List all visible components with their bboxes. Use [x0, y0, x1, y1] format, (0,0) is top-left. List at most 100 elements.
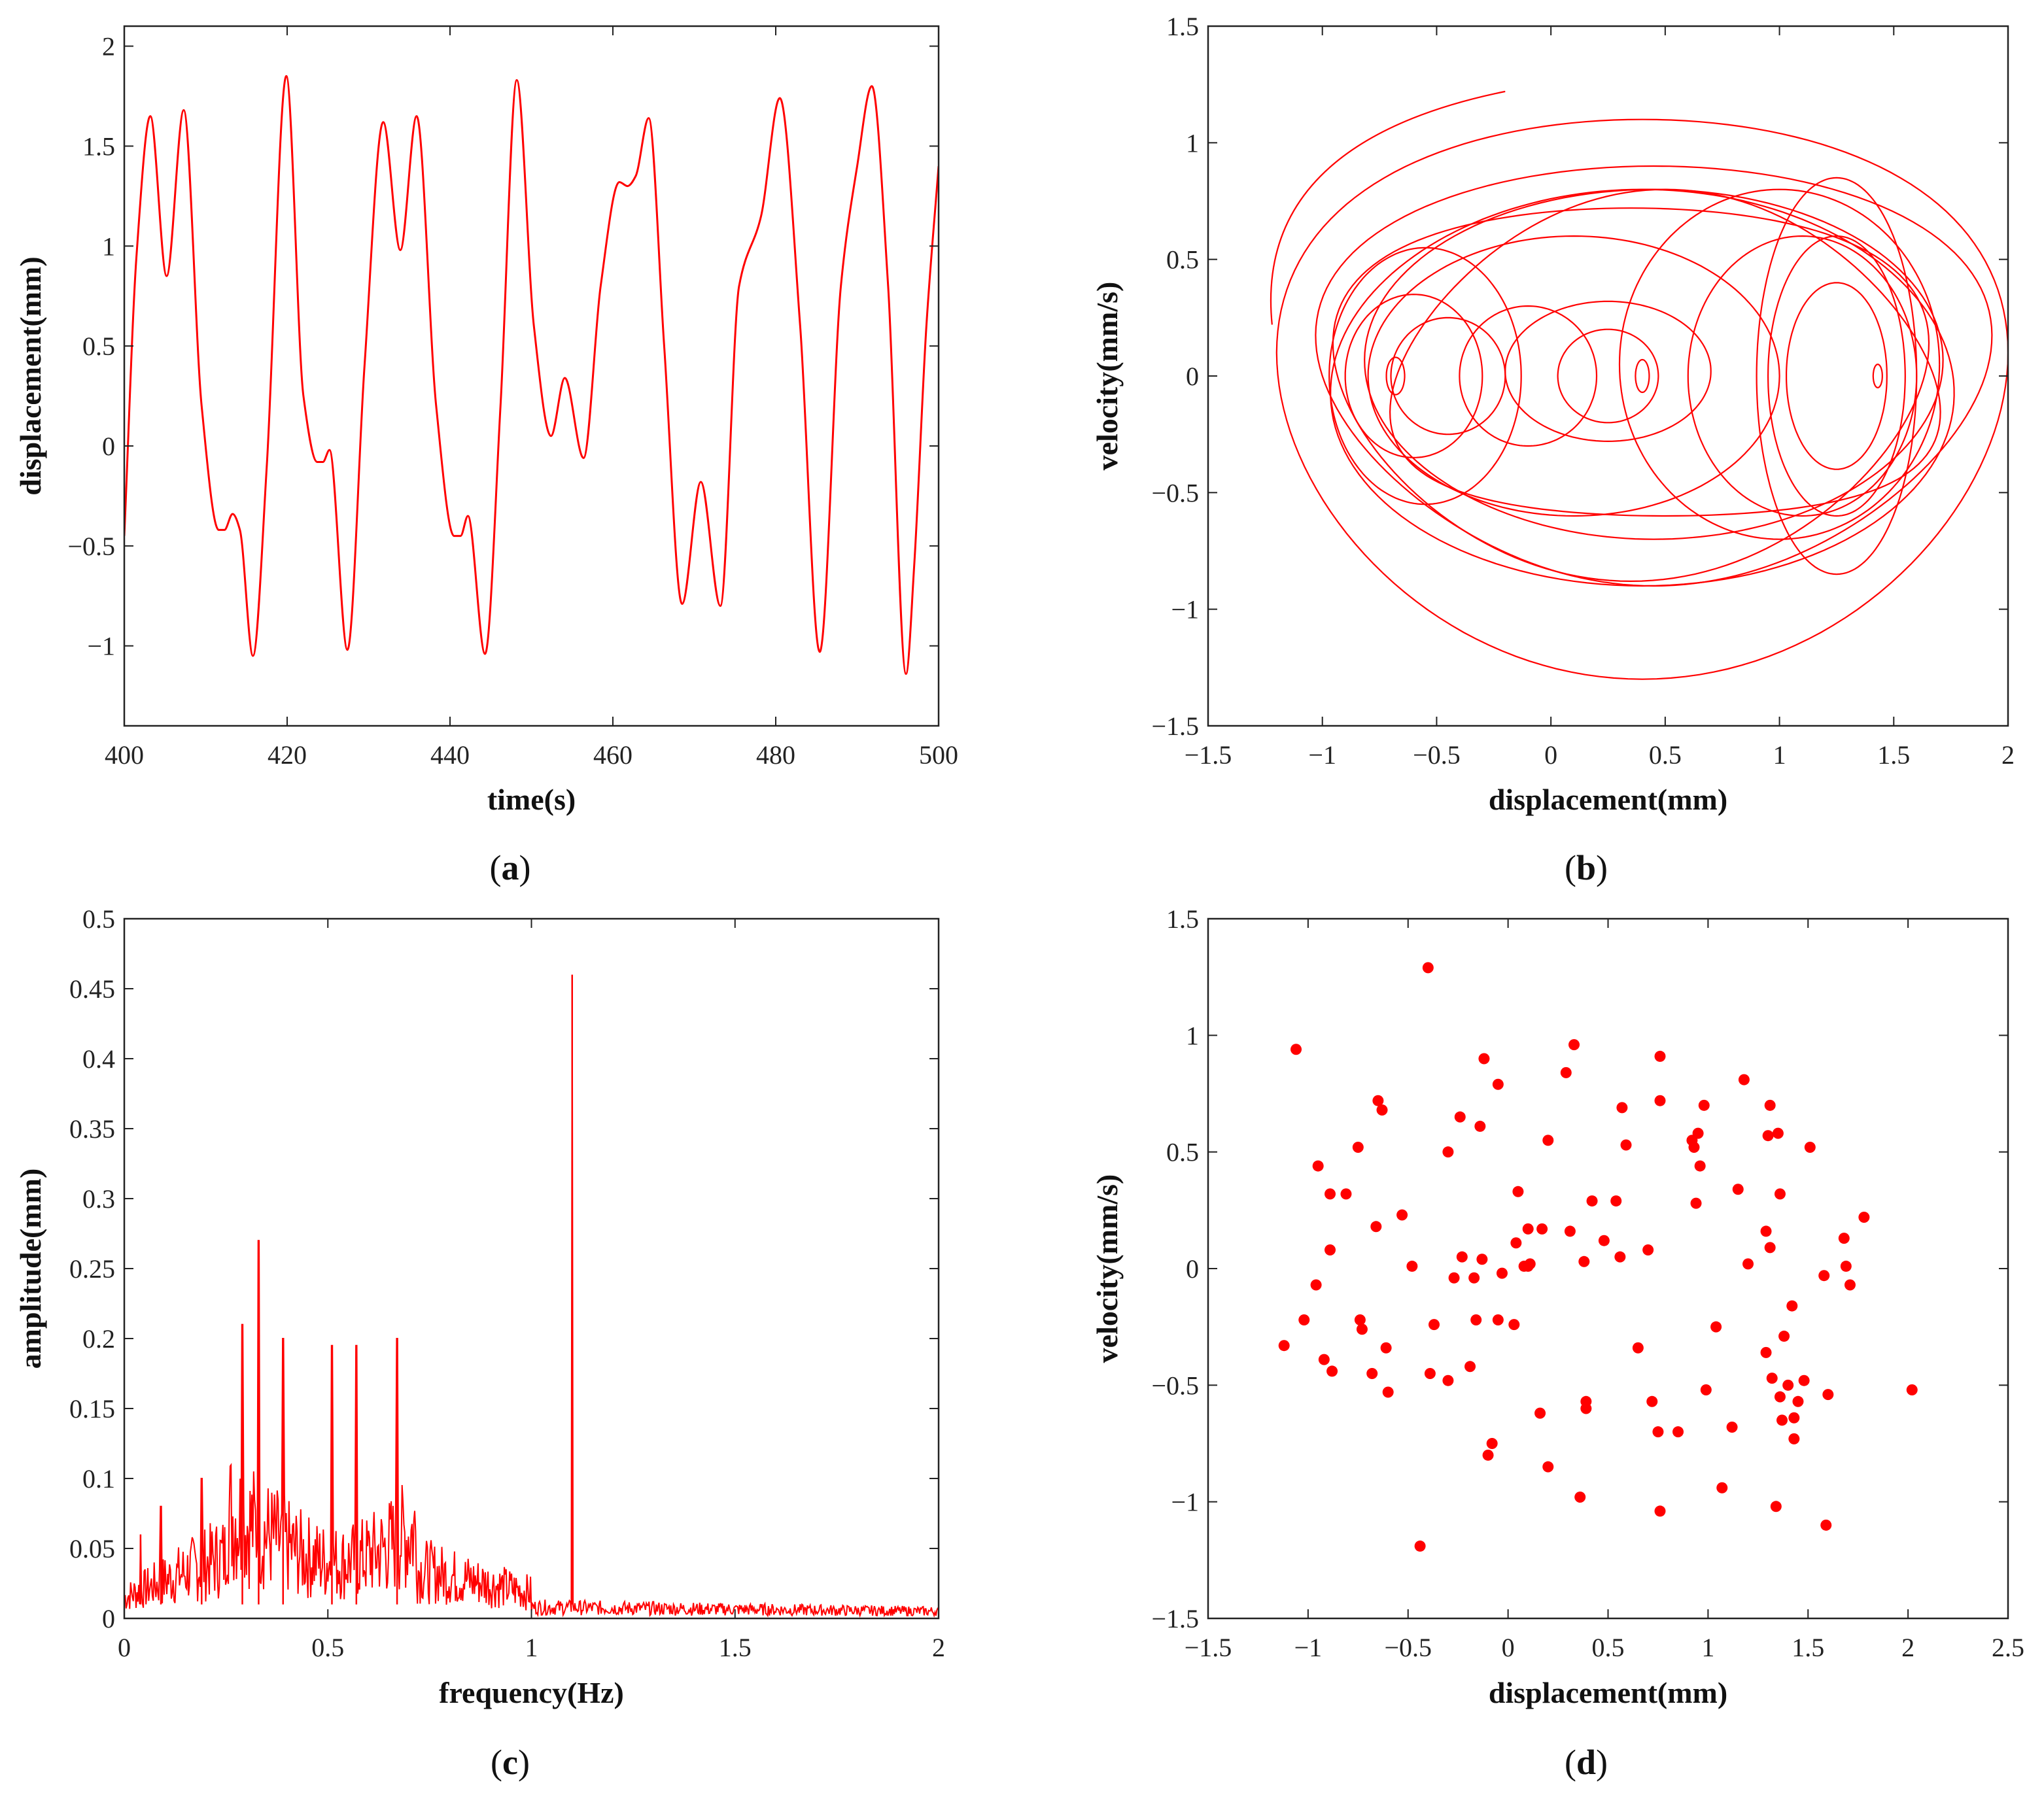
spectrum-series	[124, 974, 939, 1618]
poincare-point	[1654, 1050, 1666, 1062]
poincare-point	[1474, 1120, 1486, 1132]
poincare-point	[1560, 1067, 1572, 1078]
poincare-point	[1840, 1260, 1852, 1272]
y-tick-label: 0.05	[69, 1534, 115, 1563]
poincare-point	[1906, 1384, 1918, 1395]
x-tick-label: −0.5	[1384, 1633, 1432, 1662]
panel-b: −1.5 −1 −0.5 0 0.5 1 1.5 2 −1.5 −1 −0.5 0 0.5 1 1.5 dis…	[1090, 12, 2015, 887]
y-tick-label: 0.5	[82, 904, 115, 934]
poincare-point	[1764, 1242, 1776, 1254]
plot-frame	[1207, 25, 2009, 727]
paren-close: )	[1596, 848, 1608, 887]
x-axis-label: displacement(mm)	[1489, 783, 1727, 816]
poincare-point	[1496, 1267, 1508, 1279]
poincare-point	[1792, 1395, 1804, 1407]
paren-open: (	[1565, 1743, 1576, 1782]
x-tick-label: 1	[1701, 1633, 1714, 1662]
poincare-point	[1620, 1139, 1632, 1151]
x-tick-label: 2	[932, 1633, 945, 1662]
poincare-point	[1652, 1426, 1664, 1438]
poincare-point	[1564, 1225, 1576, 1237]
poincare-point	[1442, 1375, 1454, 1386]
y-tick-label: 0.5	[1166, 245, 1199, 275]
y-tick-label: 0	[1186, 362, 1199, 391]
x-tick-label: 1.5	[1792, 1633, 1824, 1662]
panel-letter: c	[502, 1743, 518, 1782]
y-tick-label: −1	[87, 632, 115, 661]
phase-orbit	[1557, 328, 1659, 424]
phase-orbit	[1687, 235, 1918, 517]
poincare-point	[1326, 1365, 1338, 1377]
plot-frame	[1207, 917, 2009, 1620]
poincare-point	[1325, 1244, 1336, 1255]
poincare-point	[1692, 1127, 1704, 1139]
phase-orbit	[1786, 282, 1888, 470]
poincare-point	[1512, 1186, 1524, 1197]
poincare-point	[1376, 1104, 1388, 1116]
panel-label: (a)	[490, 848, 531, 887]
poincare-point	[1428, 1319, 1440, 1331]
poincare-point	[1642, 1244, 1654, 1255]
poincare-point	[1352, 1142, 1364, 1153]
paren-open: (	[490, 848, 502, 887]
poincare-point	[1614, 1251, 1626, 1263]
poincare-point	[1578, 1255, 1590, 1267]
poincare-point	[1788, 1433, 1800, 1444]
phase-orbit	[1459, 305, 1598, 447]
poincare-point	[1818, 1270, 1830, 1282]
poincare-point	[1482, 1449, 1494, 1461]
y-tick-label: 1	[102, 231, 115, 261]
y-axis-label: displacement(mm)	[14, 256, 47, 495]
panel-label: (c)	[491, 1743, 530, 1782]
poincare-point	[1414, 1540, 1426, 1552]
y-tick-label: 1.5	[82, 131, 115, 161]
poincare-point	[1396, 1209, 1408, 1221]
poincare-point	[1690, 1197, 1702, 1209]
x-tick-label: 500	[919, 740, 958, 770]
panel-label: (d)	[1565, 1743, 1608, 1782]
x-tick-label: 2.5	[1992, 1633, 2024, 1662]
y-tick-label: 1.5	[1166, 12, 1199, 41]
x-axis-label: frequency(Hz)	[439, 1676, 624, 1709]
poincare-point	[1742, 1258, 1754, 1270]
x-tick-label: 1	[525, 1633, 538, 1662]
y-tick-label: −1.5	[1151, 711, 1199, 741]
poincare-point	[1778, 1330, 1790, 1342]
paren-open: (	[1565, 848, 1576, 887]
x-tick-label: 440	[430, 740, 470, 770]
plot-data	[124, 974, 939, 1618]
poincare-point	[1278, 1340, 1290, 1352]
x-tick-label: 0.5	[1649, 740, 1682, 770]
x-tick-label: 400	[105, 740, 144, 770]
poincare-point	[1370, 1221, 1382, 1233]
x-tick-label: 0	[1502, 1633, 1515, 1662]
poincare-point	[1632, 1342, 1644, 1354]
poincare-point	[1710, 1321, 1722, 1333]
x-tick-label: 0	[1544, 740, 1557, 770]
x-tick-label: 1	[1773, 740, 1786, 770]
phase-orbit	[1618, 188, 1941, 540]
x-tick-label: 0.5	[311, 1633, 344, 1662]
paren-close: )	[519, 848, 531, 887]
poincare-point	[1580, 1403, 1592, 1414]
poincare-point	[1354, 1314, 1366, 1325]
panel-d: −1.5 −1 −0.5 0 0.5 1 1.5 2 2.5 −1.5 −1 −0.5 0 0.5 1 1.5…	[1090, 904, 2024, 1782]
poincare-point	[1774, 1188, 1786, 1200]
panel-letter: a	[502, 848, 519, 887]
x-tick-label: 0	[118, 1633, 131, 1662]
y-tick-label: 0.4	[82, 1044, 115, 1074]
y-tick-label: −0.5	[1151, 478, 1199, 507]
panel-c: 0 0.5 1 1.5 2 0 0.05 0.1 0.15 0.2 0.25 0.3 0.35 0.4 0.…	[14, 904, 945, 1782]
y-tick-label: 0.1	[82, 1464, 115, 1494]
poincare-point	[1574, 1492, 1586, 1503]
phase-orbit	[1328, 247, 1522, 505]
poincare-point	[1310, 1279, 1322, 1291]
paren-open: (	[491, 1743, 502, 1782]
phase-orbit	[1367, 235, 1780, 517]
poincare-point	[1542, 1461, 1554, 1473]
y-tick-label: 0.25	[69, 1254, 115, 1284]
x-tick-label: 1.5	[1877, 740, 1910, 770]
phase-orbit	[1767, 235, 1906, 517]
paren-close: )	[518, 1743, 530, 1782]
poincare-point	[1380, 1342, 1392, 1354]
